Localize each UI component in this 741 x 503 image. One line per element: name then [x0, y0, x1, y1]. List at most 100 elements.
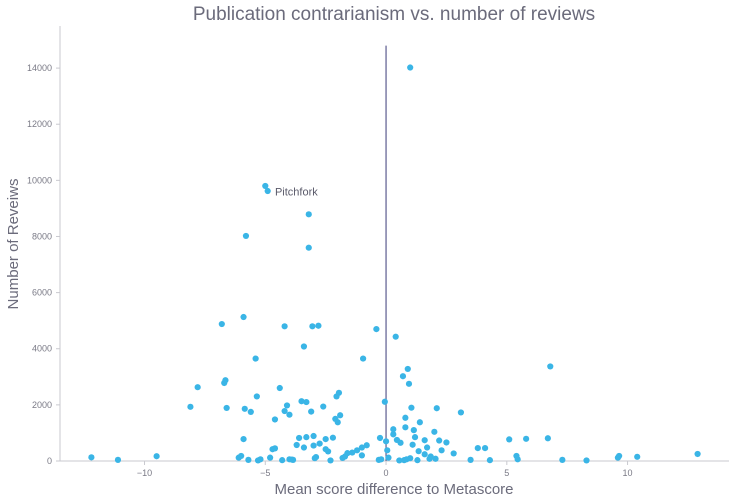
data-point [264, 187, 271, 195]
y-tick-label: 8000 [32, 231, 52, 241]
data-point [252, 355, 259, 362]
data-point [312, 453, 320, 461]
data-point [324, 448, 332, 455]
y-tick-label: 2000 [32, 400, 52, 410]
data-point [583, 457, 590, 464]
data-point [344, 450, 351, 457]
data-point [222, 377, 229, 384]
data-point [308, 408, 315, 415]
data-point [335, 389, 343, 396]
data-point [481, 444, 489, 452]
data-point [523, 435, 530, 442]
data-point [373, 325, 380, 333]
data-point [327, 457, 334, 464]
x-tick-label: 10 [623, 468, 633, 478]
data-point [390, 431, 397, 438]
data-point [300, 343, 308, 350]
data-point [289, 456, 297, 463]
data-point [286, 411, 293, 418]
data-point [438, 447, 445, 454]
data-point [407, 64, 414, 71]
data-point [337, 412, 344, 419]
data-point [432, 455, 439, 462]
data-point [281, 407, 288, 415]
data-point [547, 363, 554, 370]
data-point [363, 442, 370, 449]
data-point [271, 416, 279, 423]
data-point [427, 453, 434, 460]
y-axis-label: Number of Reveiws [5, 179, 22, 310]
data-point [358, 452, 365, 459]
y-axis-ticks: 0 2000 4000 6000 8000 10000 12000 14000 [27, 63, 60, 466]
data-point [303, 398, 310, 406]
data-point [353, 447, 361, 454]
data-point [405, 380, 413, 387]
data-point [408, 404, 415, 411]
data-point [431, 428, 438, 435]
axes [59, 26, 729, 462]
data-point [257, 456, 264, 463]
data-point [267, 454, 274, 461]
data-point [253, 393, 260, 400]
y-tick-label: 14000 [27, 63, 52, 73]
data-point [114, 456, 122, 463]
data-point [358, 444, 365, 451]
data-point [298, 398, 305, 405]
data-point [240, 313, 247, 321]
data-point [694, 450, 701, 458]
data-point [310, 432, 317, 440]
data-point [414, 457, 421, 464]
data-point [390, 426, 397, 433]
data-point [450, 450, 457, 457]
data-point [407, 455, 414, 462]
data-point [329, 434, 337, 441]
y-tick-label: 10000 [27, 175, 52, 185]
data-point [240, 436, 247, 443]
y-tick-label: 0 [47, 456, 52, 466]
data-points [88, 64, 701, 464]
data-point [402, 424, 409, 431]
data-point [443, 439, 450, 446]
x-tick-label: 5 [504, 468, 509, 478]
data-point [320, 403, 327, 410]
data-point [88, 454, 95, 461]
data-point [276, 384, 283, 392]
data-point [457, 409, 465, 416]
chart-title: Publication contrarianism vs. number of … [193, 4, 595, 25]
data-point [194, 384, 201, 391]
data-point [334, 419, 341, 426]
y-tick-label: 12000 [27, 119, 52, 129]
data-point [381, 398, 388, 405]
data-point [242, 232, 250, 240]
x-tick-label: −10 [137, 468, 152, 478]
data-point [293, 441, 300, 449]
x-tick-label: −5 [260, 468, 270, 478]
data-point [415, 448, 422, 455]
data-point [421, 451, 428, 458]
data-point [559, 456, 566, 463]
data-point [247, 408, 254, 415]
data-point [153, 453, 160, 460]
data-point [305, 244, 312, 251]
data-point [392, 333, 399, 340]
data-point [402, 414, 409, 421]
data-point [283, 402, 291, 409]
data-point [279, 457, 286, 464]
data-point [382, 438, 390, 445]
x-axis-ticks: −10 −5 0 5 10 [137, 461, 633, 478]
data-point [262, 182, 269, 190]
data-point [474, 444, 481, 452]
data-point [296, 434, 303, 442]
data-point [421, 437, 428, 444]
data-point [378, 456, 385, 463]
annotations: Pitchfork [275, 187, 318, 199]
data-point [514, 456, 521, 463]
data-point [310, 442, 317, 449]
data-point [223, 404, 230, 412]
data-point [238, 452, 245, 460]
y-tick-label: 4000 [32, 344, 52, 354]
x-axis-label: Mean score difference to Metascore [274, 481, 513, 498]
data-point [506, 436, 513, 443]
data-point [616, 452, 623, 460]
